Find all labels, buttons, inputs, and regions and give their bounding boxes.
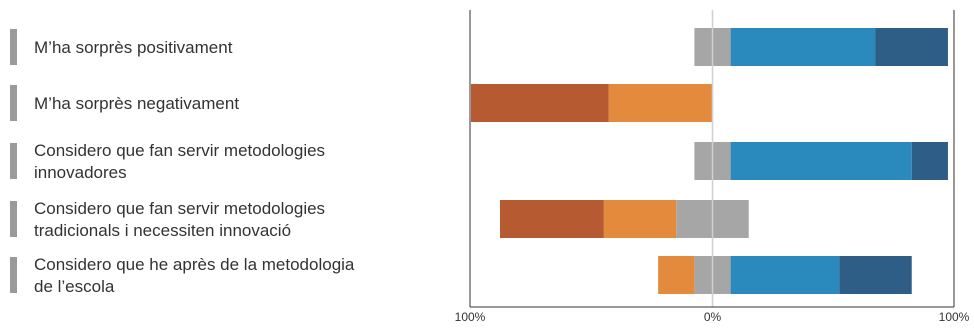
bar-segment	[839, 256, 912, 294]
category-label: Considero que fan servir metodologies	[34, 141, 325, 160]
x-tick-label: 0%	[704, 310, 722, 324]
category-label: innovadores	[34, 163, 127, 182]
category-marker	[10, 201, 17, 237]
bar-segment	[911, 142, 948, 180]
x-tick-label: 100%	[455, 310, 486, 324]
category-label: Considero que fan servir metodologies	[34, 199, 325, 218]
category-marker	[10, 257, 17, 293]
bar-segment	[875, 28, 948, 66]
bar-segment	[471, 84, 609, 122]
category-label: Considero que he après de la metodologia	[34, 255, 355, 274]
category-marker	[10, 29, 17, 65]
bar-segment	[730, 28, 876, 66]
bar-segment	[603, 200, 677, 238]
category-marker	[10, 143, 17, 179]
axes: 100% 0% 100%	[455, 10, 970, 324]
bar-segment	[730, 142, 912, 180]
category-label: M’ha sorprès positivament	[34, 38, 233, 57]
category-label: M’ha sorprès negativament	[34, 94, 239, 113]
bar-segment	[730, 256, 840, 294]
bar-segment	[608, 84, 713, 122]
category-label: tradicionals i necessiten innovació	[34, 221, 291, 240]
category-marker	[10, 85, 17, 121]
x-tick-label: 100%	[939, 310, 970, 324]
bar-segment	[499, 200, 604, 238]
bar-segments	[471, 28, 948, 294]
category-labels: M’ha sorprès positivament M’ha sorprès ne…	[10, 29, 355, 296]
bar-segment	[658, 256, 695, 294]
category-label: de l’escola	[34, 277, 115, 296]
